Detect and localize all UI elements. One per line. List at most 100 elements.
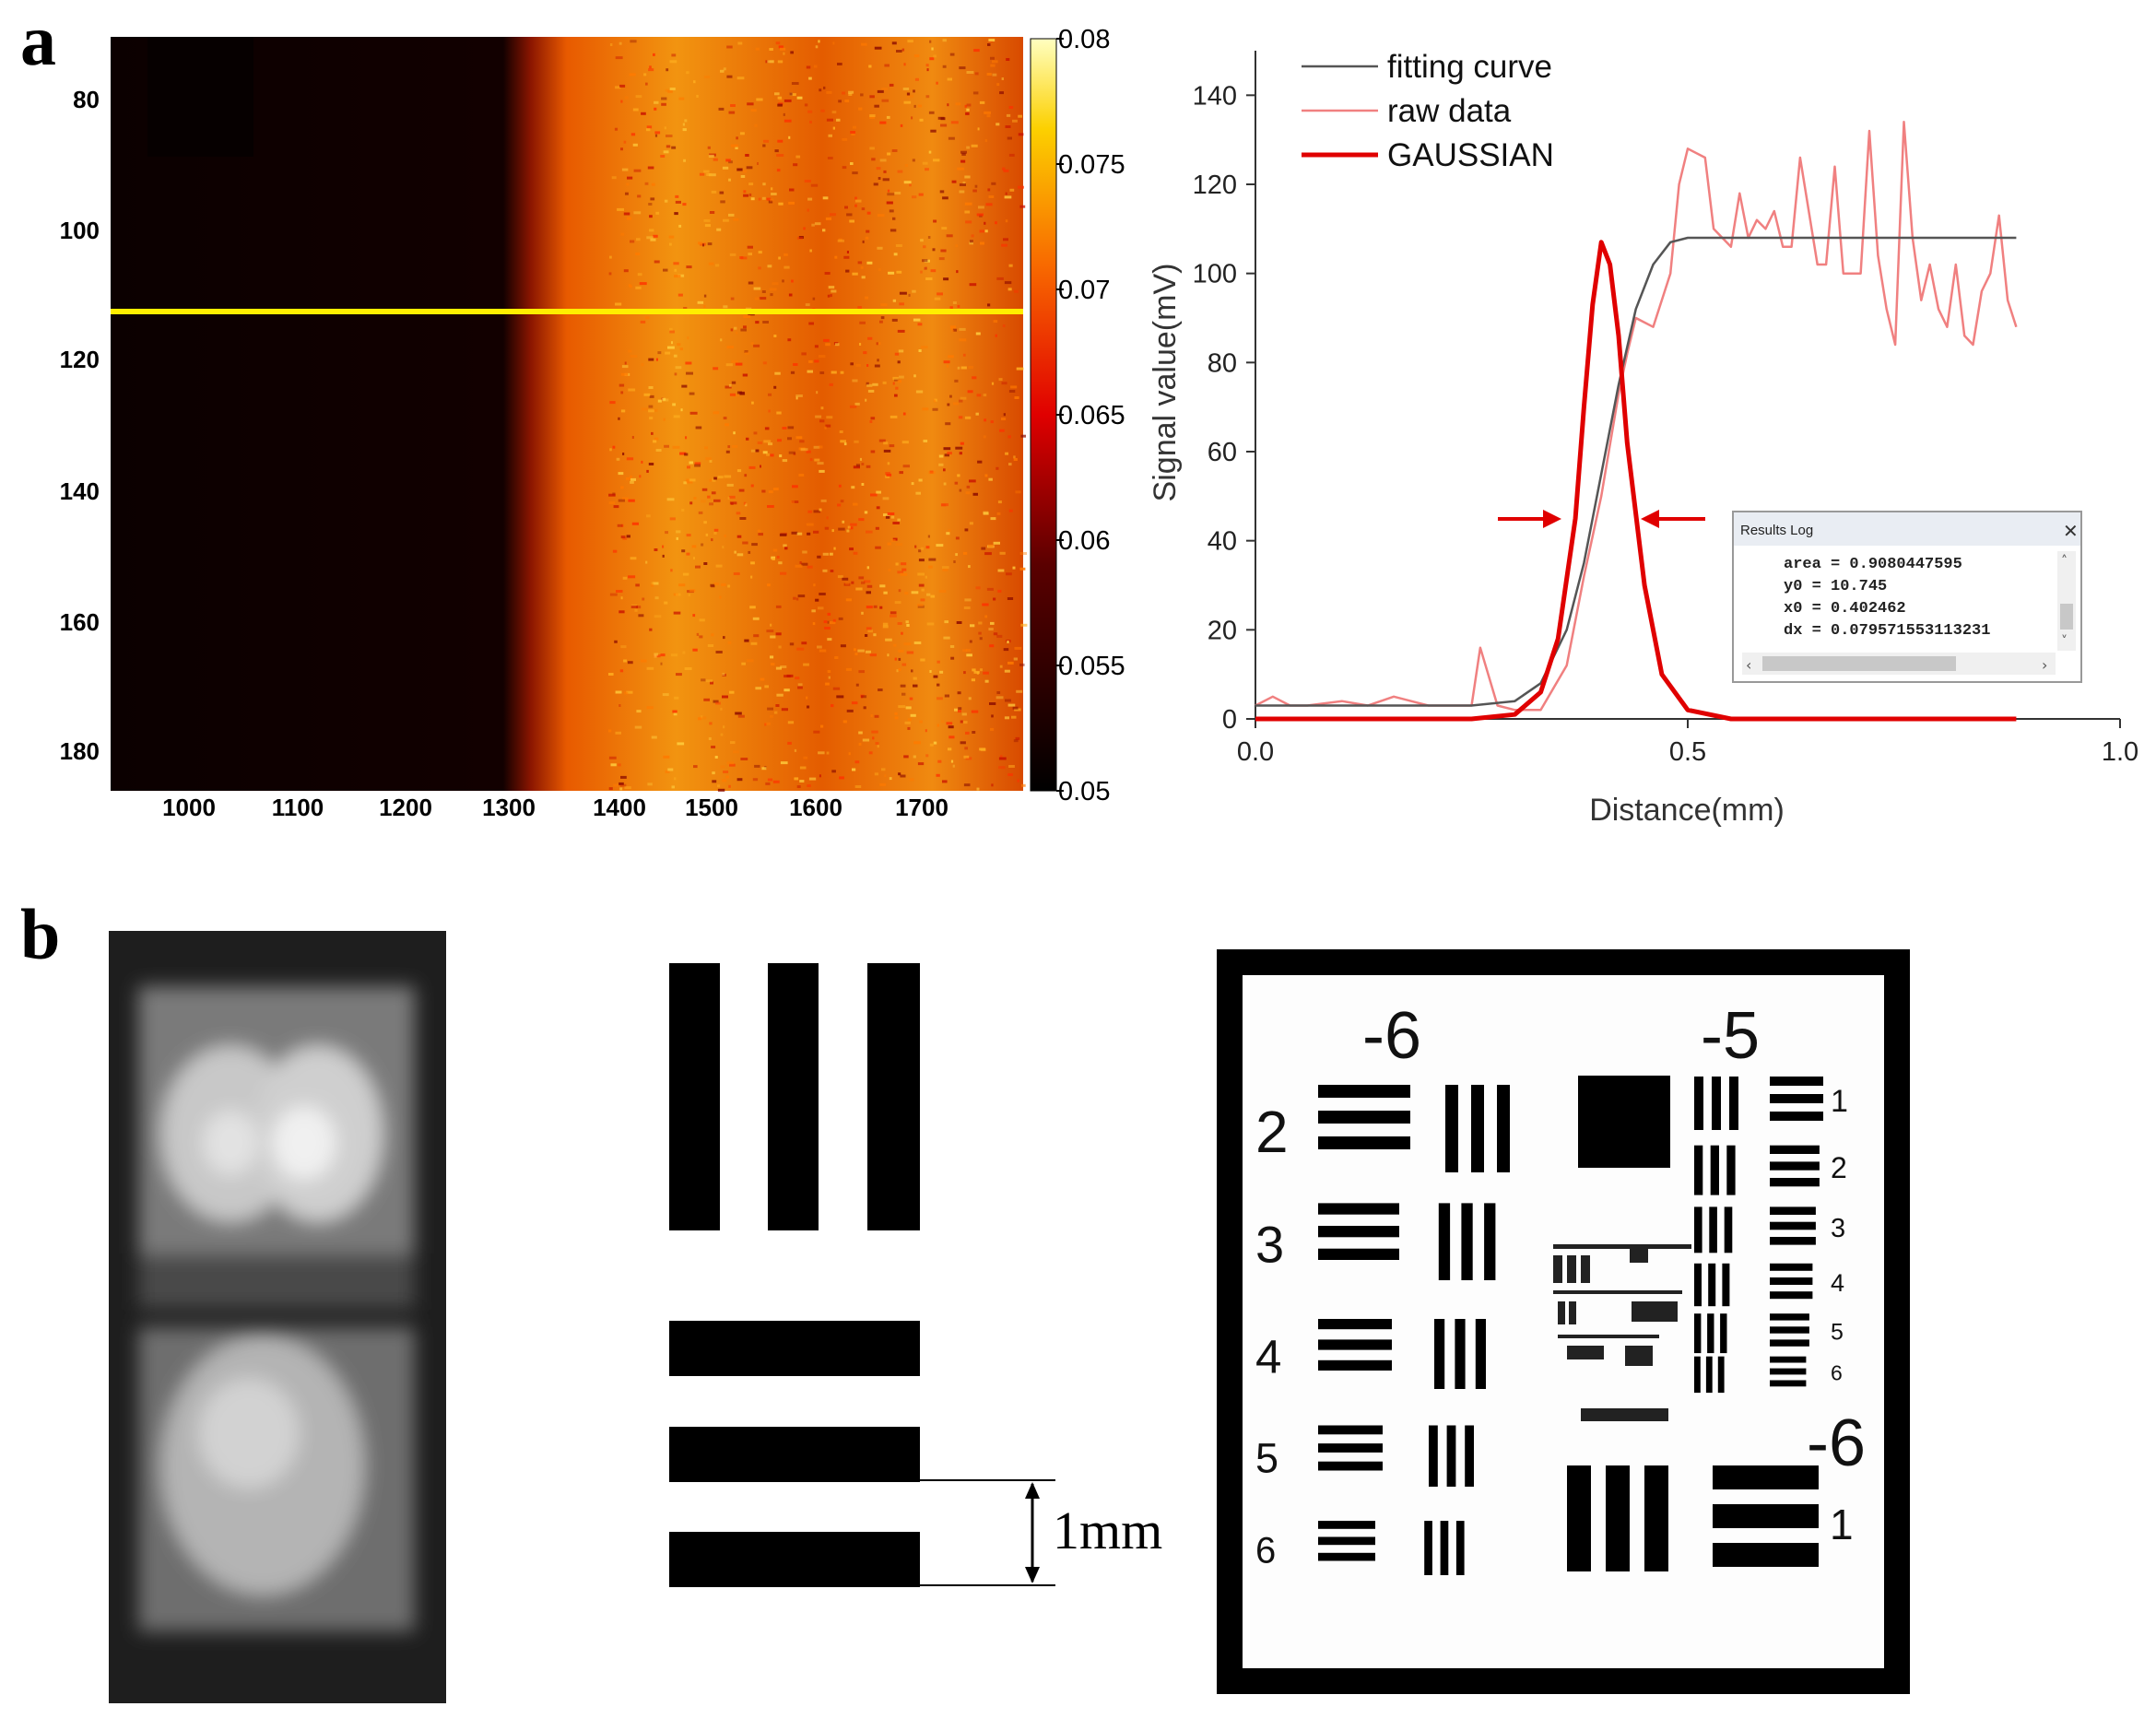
heat-pixel bbox=[755, 47, 760, 51]
heat-pixel bbox=[807, 110, 813, 113]
heat-pixel bbox=[1006, 58, 1010, 61]
heat-pixel bbox=[775, 632, 782, 636]
heat-pixel bbox=[747, 245, 753, 249]
heat-pixel bbox=[942, 196, 948, 200]
heat-pixel bbox=[649, 394, 654, 398]
heat-pixel bbox=[630, 480, 634, 484]
heat-pixel bbox=[713, 158, 718, 161]
heat-pixel bbox=[685, 361, 692, 365]
heat-pixel bbox=[783, 265, 790, 269]
heat-pixel bbox=[740, 256, 748, 260]
heat-pixel bbox=[960, 159, 966, 163]
legend-label: fitting curve bbox=[1387, 49, 1552, 85]
heat-pixel bbox=[920, 239, 924, 242]
heat-pixel bbox=[961, 152, 966, 156]
heat-pixel bbox=[947, 103, 949, 107]
heat-pixel bbox=[724, 535, 726, 537]
heat-pixel bbox=[615, 56, 623, 60]
heat-pixel bbox=[663, 418, 666, 421]
heat-pixel bbox=[790, 51, 794, 54]
heat-pixel bbox=[777, 96, 783, 100]
heat-pixel bbox=[954, 708, 958, 712]
heat-pixel bbox=[723, 305, 728, 309]
heat-pixel bbox=[984, 474, 988, 477]
heat-pixel bbox=[630, 477, 636, 481]
heat-pixel bbox=[707, 495, 711, 499]
heat-pixel bbox=[904, 164, 909, 167]
heat-pixel bbox=[815, 598, 819, 602]
heat-pixel bbox=[823, 338, 830, 342]
heat-pixel bbox=[803, 227, 806, 230]
heat-pixel bbox=[619, 84, 626, 88]
right-hbar bbox=[1770, 1077, 1823, 1086]
heat-pixel bbox=[668, 235, 675, 239]
heat-pixel bbox=[647, 783, 653, 786]
heat-pixel bbox=[1018, 114, 1022, 118]
heat-pixel bbox=[708, 262, 714, 265]
right-hbar bbox=[1770, 1339, 1809, 1347]
heat-pixel bbox=[894, 601, 901, 605]
heat-pixel bbox=[639, 282, 647, 286]
heat-pixel bbox=[901, 631, 903, 635]
heatmap-x-tick-label: 1400 bbox=[593, 794, 646, 821]
heat-pixel bbox=[750, 342, 754, 346]
blob-upper-core bbox=[272, 1106, 336, 1180]
legend-label: GAUSSIAN bbox=[1387, 137, 1554, 173]
heat-pixel bbox=[1002, 167, 1006, 171]
heat-pixel bbox=[889, 209, 894, 213]
results-log-hscroll-thumb[interactable] bbox=[1762, 656, 1956, 671]
hscroll-right-icon[interactable]: › bbox=[2042, 656, 2047, 674]
heat-pixel bbox=[980, 241, 984, 245]
heat-pixel bbox=[884, 64, 889, 67]
left-vbar bbox=[1455, 1521, 1465, 1575]
heat-pixel bbox=[746, 437, 749, 441]
heat-pixel bbox=[639, 475, 642, 478]
heat-pixel bbox=[861, 483, 865, 486]
heat-pixel bbox=[723, 636, 725, 640]
heat-pixel bbox=[707, 146, 711, 149]
heat-pixel bbox=[866, 606, 873, 609]
heat-pixel bbox=[798, 447, 806, 451]
heat-pixel bbox=[720, 707, 723, 711]
heat-pixel bbox=[886, 115, 890, 119]
hscroll-left-icon[interactable]: ‹ bbox=[1746, 656, 1751, 674]
heat-pixel bbox=[827, 612, 831, 616]
heat-pixel bbox=[643, 73, 647, 76]
heat-pixel bbox=[754, 124, 758, 127]
vscroll-down-icon[interactable]: ˅ bbox=[2061, 634, 2068, 649]
heat-pixel bbox=[709, 502, 713, 506]
results-log-close-icon[interactable]: ✕ bbox=[2063, 520, 2079, 542]
heat-pixel bbox=[930, 129, 937, 133]
heatmap-x-tick-label: 1000 bbox=[162, 794, 216, 821]
heat-pixel bbox=[654, 134, 658, 137]
heat-pixel bbox=[928, 150, 932, 154]
vscroll-up-icon[interactable]: ˄ bbox=[2061, 554, 2068, 569]
heatmap-texture bbox=[608, 39, 1028, 792]
heat-pixel bbox=[736, 469, 742, 473]
heat-pixel bbox=[654, 654, 661, 658]
heat-pixel bbox=[739, 256, 744, 259]
heat-pixel bbox=[901, 568, 907, 571]
heat-pixel bbox=[913, 104, 916, 108]
heat-pixel bbox=[750, 109, 757, 112]
heat-pixel bbox=[866, 382, 869, 385]
heat-pixel bbox=[986, 587, 994, 591]
heat-pixel bbox=[900, 684, 906, 688]
heat-pixel bbox=[618, 472, 624, 476]
heat-pixel bbox=[776, 556, 780, 559]
left-vbar bbox=[1434, 1319, 1445, 1389]
heat-pixel bbox=[775, 704, 780, 707]
heat-pixel bbox=[831, 371, 837, 374]
heat-pixel bbox=[625, 477, 630, 480]
heat-pixel bbox=[827, 294, 831, 298]
heat-pixel bbox=[649, 215, 653, 218]
heat-pixel bbox=[699, 172, 705, 176]
heat-pixel bbox=[777, 139, 783, 143]
heat-pixel bbox=[957, 304, 960, 308]
heat-pixel bbox=[671, 341, 673, 345]
results-log-vscroll-thumb[interactable] bbox=[2060, 604, 2073, 630]
right-vbar bbox=[1722, 1263, 1730, 1307]
heat-pixel bbox=[990, 56, 995, 60]
